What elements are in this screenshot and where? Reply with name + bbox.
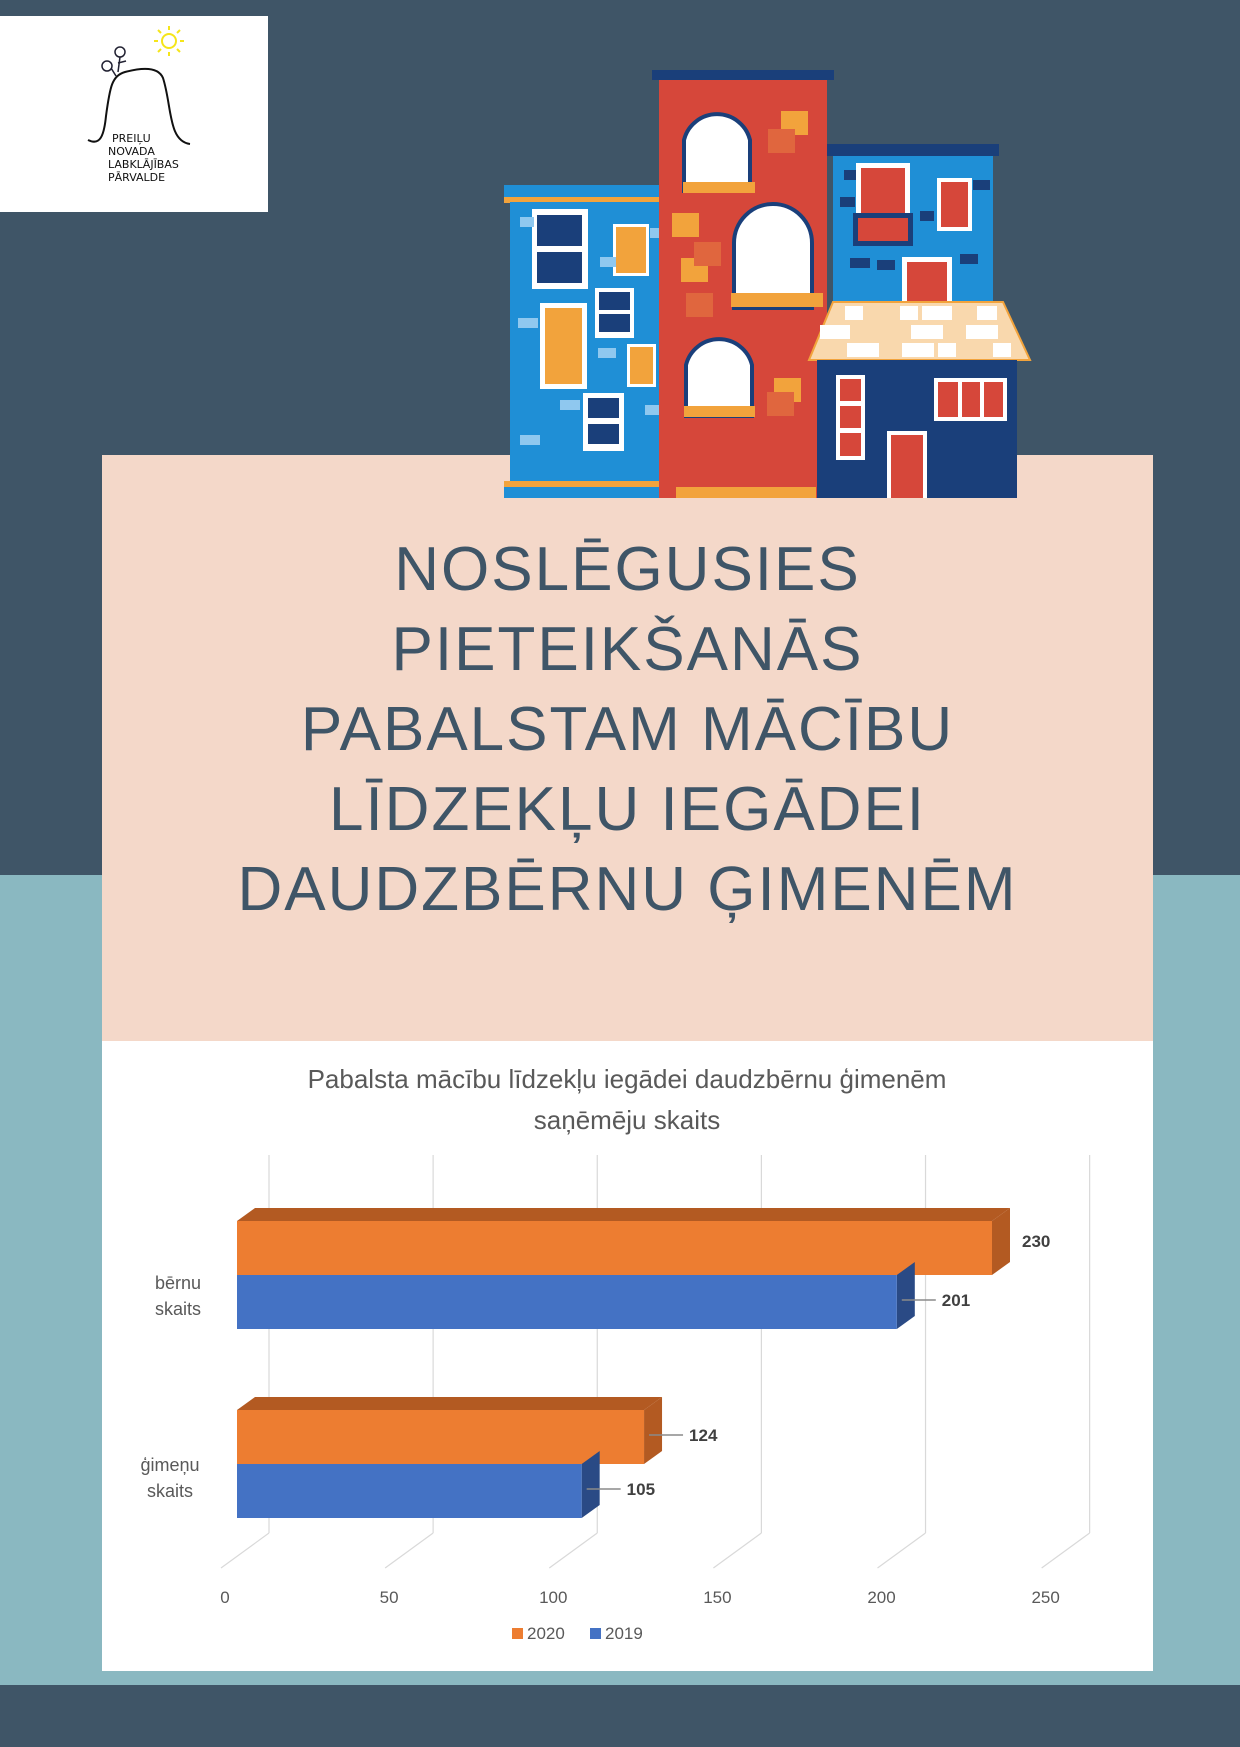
- bar-2020: [237, 1410, 645, 1464]
- bar-2020: [237, 1221, 992, 1275]
- title-card: [102, 455, 1153, 1041]
- logo-text-line: PĀRVALDE: [108, 171, 165, 184]
- title-line: DAUDZBĒRNU ĢIMENĒM: [237, 855, 1018, 924]
- category-label: skaits: [155, 1299, 201, 1319]
- legend-label: 2019: [605, 1624, 643, 1643]
- x-tick-label: 150: [703, 1588, 731, 1607]
- floor-gridline: [548, 1532, 598, 1569]
- floor-gridline: [1041, 1532, 1091, 1569]
- bar-side-face: [581, 1451, 600, 1518]
- bar-side-face: [896, 1262, 915, 1329]
- chart-card: Pabalsta mācību līdzekļu iegādei daudzbē…: [102, 1041, 1153, 1671]
- x-tick-label: 0: [220, 1588, 229, 1607]
- title-line: PIETEIKŠANĀS: [391, 615, 864, 684]
- background-bottom-band: [0, 1685, 1240, 1747]
- x-tick-label: 250: [1031, 1588, 1059, 1607]
- legend-label: 2020: [527, 1624, 565, 1643]
- category-label: ģimeņu: [140, 1455, 199, 1475]
- logo-text-line: LABKLĀJĪBAS: [108, 158, 179, 171]
- floor-gridline: [877, 1532, 926, 1569]
- floor-gridline: [713, 1532, 762, 1569]
- logo-text-line: PREIĻU: [112, 132, 151, 145]
- logo-text-line: NOVADA: [108, 145, 155, 158]
- bar-2019: [237, 1464, 582, 1518]
- data-label: 105: [627, 1480, 655, 1499]
- bar-chart: Pabalsta mācību līdzekļu iegādei daudzbē…: [140, 1064, 1091, 1643]
- bar-top-face: [237, 1208, 1010, 1221]
- data-label: 201: [942, 1291, 970, 1310]
- category-label: bērnu: [155, 1273, 201, 1293]
- floor-gridline: [220, 1532, 270, 1569]
- buildings-illustration: [504, 70, 1032, 498]
- bar-2019: [237, 1275, 897, 1329]
- title-line: LĪDZEKĻU IEGĀDEI: [328, 775, 927, 844]
- legend-swatch-2019: [590, 1628, 601, 1639]
- chart-title: Pabalsta mācību līdzekļu iegādei daudzbē…: [308, 1064, 947, 1094]
- title-line: PABALSTAM MĀCĪBU: [300, 695, 955, 764]
- floor-gridline: [384, 1532, 434, 1569]
- bar-side-face: [644, 1397, 663, 1464]
- x-tick-label: 100: [539, 1588, 567, 1607]
- x-tick-label: 200: [867, 1588, 895, 1607]
- logo: PREIĻU NOVADA LABKLĀJĪBAS PĀRVALDE: [0, 16, 268, 212]
- hill-icon: [87, 67, 191, 145]
- bar-top-face: [237, 1397, 663, 1410]
- people-icon: [101, 46, 127, 77]
- page-title: NOSLĒGUSIES PIETEIKŠANĀS PABALSTAM MĀCĪB…: [102, 530, 1153, 930]
- title-line: NOSLĒGUSIES: [394, 535, 861, 604]
- data-label: 124: [689, 1426, 718, 1445]
- sun-icon: [154, 26, 184, 56]
- bar-side-face: [992, 1208, 1010, 1275]
- category-label: skaits: [147, 1481, 193, 1501]
- legend-swatch-2020: [512, 1628, 523, 1639]
- x-tick-label: 50: [380, 1588, 399, 1607]
- data-label: 230: [1022, 1232, 1050, 1251]
- chart-title: saņēmēju skaits: [534, 1105, 720, 1135]
